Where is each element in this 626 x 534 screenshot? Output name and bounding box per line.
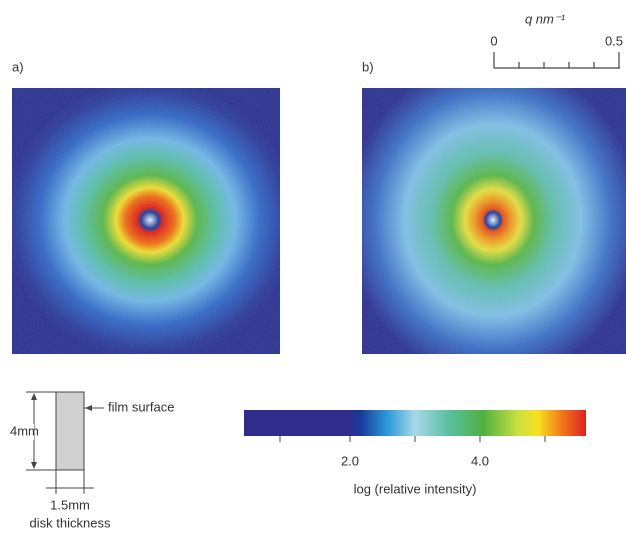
noise <box>12 88 280 354</box>
panel-label: b) <box>362 59 374 74</box>
scale-label: q nm⁻¹ <box>525 11 566 26</box>
surface-label: film surface <box>108 399 174 414</box>
figure: a) b) q nm⁻¹ 0 0.5 film surface 4mm 1.5m… <box>0 0 626 534</box>
colorbar <box>244 410 586 436</box>
colorbar-tick-label: 4.0 <box>471 453 489 468</box>
height-label: 4mm <box>10 423 39 438</box>
panel-label: a) <box>12 59 24 74</box>
colorbar-tick-label: 2.0 <box>341 453 359 468</box>
colorbar-ticks <box>280 436 545 442</box>
scale-tick-label: 0 <box>490 33 497 48</box>
noise <box>362 88 626 354</box>
caption: disk thickness <box>30 515 111 530</box>
colorbar-label: log (relative intensity) <box>354 481 477 496</box>
width-label: 1.5mm <box>50 497 90 512</box>
scale-bar <box>494 52 620 68</box>
scale-tick-label: 0.5 <box>605 33 623 48</box>
disk <box>56 392 84 470</box>
